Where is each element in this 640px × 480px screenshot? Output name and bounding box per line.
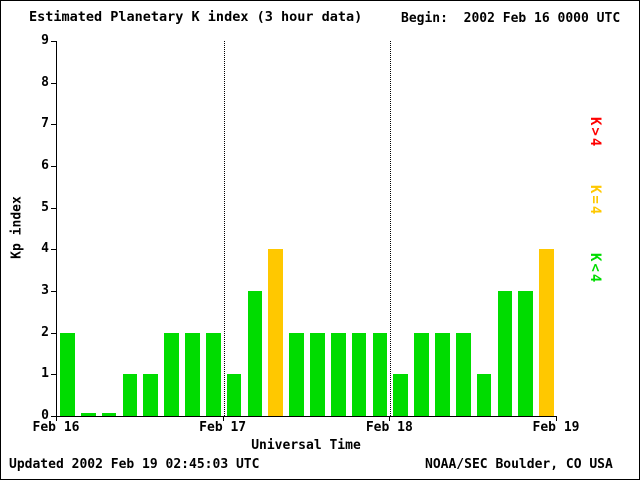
x-tick-mark: [222, 417, 224, 421]
updated-timestamp: Updated 2002 Feb 19 02:45:03 UTC: [9, 457, 260, 472]
x-tick-label: Feb 17: [199, 420, 247, 435]
kp-bar: [164, 332, 179, 416]
day-gridline: [390, 41, 392, 416]
y-tick-label: 4: [41, 241, 49, 257]
begin-timestamp: Begin: 2002 Feb 16 0000 UTC: [401, 11, 621, 26]
x-axis-label: Universal Time: [251, 438, 361, 453]
kp-bar: [143, 374, 159, 416]
y-tick-mark: [51, 41, 56, 42]
kp-bar: [205, 332, 221, 416]
y-tick-label: 7: [41, 116, 49, 132]
y-tick-label: 2: [41, 324, 49, 340]
y-tick-label: 0: [41, 408, 49, 423]
y-tick-mark: [51, 416, 56, 417]
kp-bar: [539, 249, 554, 416]
y-tick-mark: [51, 249, 56, 251]
y-tick-mark: [51, 82, 56, 84]
y-axis-label: Kp index: [9, 196, 25, 259]
kp-bar: [455, 332, 471, 416]
y-tick-mark: [51, 291, 56, 292]
y-tick-label: 3: [41, 283, 49, 298]
y-tick-label: 6: [41, 158, 49, 173]
y-tick-label: 5: [41, 199, 49, 215]
y-tick-label: 9: [41, 33, 49, 48]
kp-bar: [518, 291, 534, 416]
kp-bar: [414, 332, 429, 416]
y-tick-label: 1: [41, 366, 49, 382]
kp-bar: [393, 374, 409, 416]
x-tick-mark: [56, 417, 57, 421]
source-credit: NOAA/SEC Boulder, CO USA: [425, 457, 613, 472]
kp-bar: [185, 332, 200, 416]
y-tick-mark: [51, 166, 56, 167]
y-tick-mark: [51, 124, 56, 126]
kp-bar: [372, 332, 388, 416]
legend-item: K=4: [587, 185, 603, 217]
kp-bar: [268, 249, 284, 416]
kp-bar: [330, 332, 346, 416]
kp-bar: [122, 374, 138, 416]
x-tick-label: Feb 19: [532, 420, 580, 435]
kp-bar: [101, 413, 117, 416]
y-tick-label: 8: [41, 74, 49, 90]
kp-bar: [60, 332, 75, 416]
legend-item: K>4: [587, 117, 603, 149]
plot-area: [56, 41, 557, 417]
kp-bar: [497, 291, 513, 416]
kp-bar: [435, 332, 450, 416]
kp-bar: [351, 332, 367, 416]
kp-bar: [226, 374, 242, 416]
x-tick-label: Feb 18: [365, 420, 413, 435]
chart-title: Estimated Planetary K index (3 hour data…: [29, 9, 363, 25]
kp-bar: [80, 413, 96, 416]
y-tick-mark: [51, 332, 56, 334]
kp-bar: [289, 332, 304, 416]
y-tick-mark: [51, 207, 56, 209]
kp-bar: [310, 332, 325, 416]
y-tick-mark: [51, 374, 56, 376]
x-tick-mark: [556, 417, 557, 421]
x-tick-mark: [389, 417, 391, 421]
day-gridline: [223, 41, 225, 416]
legend-item: K<4: [587, 253, 603, 285]
kp-bar: [476, 374, 492, 416]
x-tick-label: Feb 16: [32, 420, 80, 435]
kp-bar: [247, 291, 263, 416]
